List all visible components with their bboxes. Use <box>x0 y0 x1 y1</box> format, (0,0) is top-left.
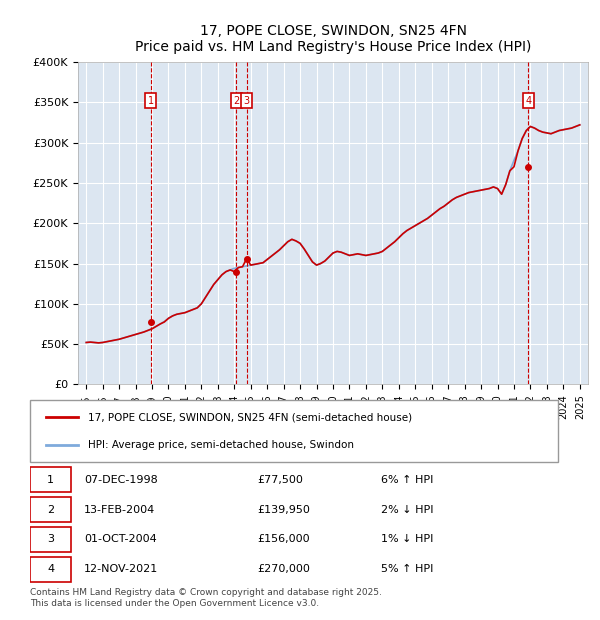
Text: 01-OCT-2004: 01-OCT-2004 <box>84 534 157 544</box>
Text: 6% ↑ HPI: 6% ↑ HPI <box>381 475 433 485</box>
Text: 2% ↓ HPI: 2% ↓ HPI <box>381 505 433 515</box>
Text: 4: 4 <box>47 564 54 574</box>
Text: £270,000: £270,000 <box>257 564 310 574</box>
Text: £156,000: £156,000 <box>257 534 310 544</box>
Text: 13-FEB-2004: 13-FEB-2004 <box>84 505 155 515</box>
Text: 1: 1 <box>148 95 154 105</box>
Text: Contains HM Land Registry data © Crown copyright and database right 2025.
This d: Contains HM Land Registry data © Crown c… <box>30 588 382 608</box>
FancyBboxPatch shape <box>30 557 71 582</box>
Text: £77,500: £77,500 <box>257 475 302 485</box>
FancyBboxPatch shape <box>30 527 71 552</box>
Text: HPI: Average price, semi-detached house, Swindon: HPI: Average price, semi-detached house,… <box>88 440 354 450</box>
FancyBboxPatch shape <box>30 497 71 522</box>
Text: 2: 2 <box>47 505 54 515</box>
Text: 3: 3 <box>47 534 54 544</box>
Text: 5% ↑ HPI: 5% ↑ HPI <box>381 564 433 574</box>
Text: 3: 3 <box>244 95 250 105</box>
Title: 17, POPE CLOSE, SWINDON, SN25 4FN
Price paid vs. HM Land Registry's House Price : 17, POPE CLOSE, SWINDON, SN25 4FN Price … <box>135 24 531 54</box>
Text: 4: 4 <box>525 95 532 105</box>
Text: £139,950: £139,950 <box>257 505 310 515</box>
FancyBboxPatch shape <box>30 467 71 492</box>
Text: 1% ↓ HPI: 1% ↓ HPI <box>381 534 433 544</box>
Text: 1: 1 <box>47 475 54 485</box>
Text: 12-NOV-2021: 12-NOV-2021 <box>84 564 158 574</box>
Text: 07-DEC-1998: 07-DEC-1998 <box>84 475 158 485</box>
Text: 2: 2 <box>233 95 239 105</box>
FancyBboxPatch shape <box>30 400 558 462</box>
Text: 17, POPE CLOSE, SWINDON, SN25 4FN (semi-detached house): 17, POPE CLOSE, SWINDON, SN25 4FN (semi-… <box>88 412 412 422</box>
